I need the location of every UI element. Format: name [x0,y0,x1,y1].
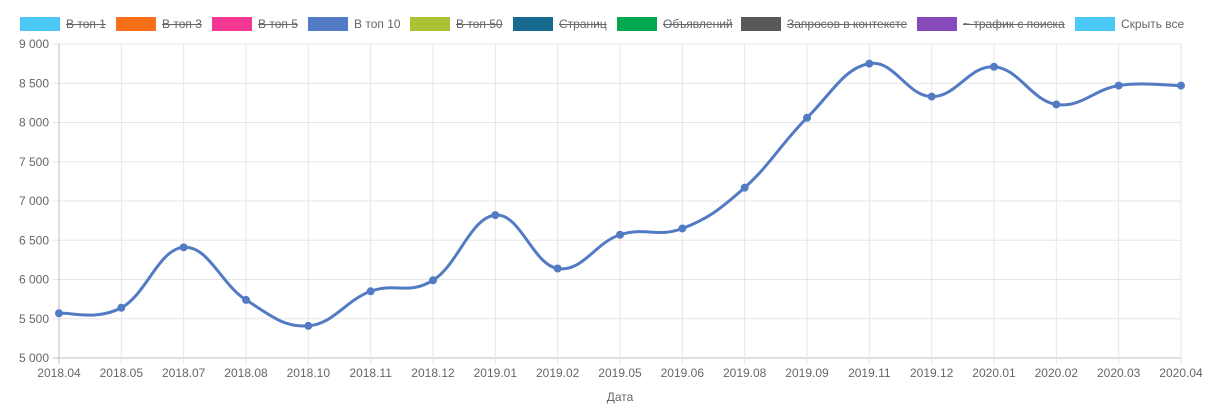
data-point [865,59,874,68]
legend-swatch [116,17,156,31]
legend-label: В топ 50 [456,17,503,31]
legend-swatch [617,17,657,31]
legend-label: В топ 1 [66,17,106,31]
x-tick-label: 2020.03 [1097,366,1141,380]
legend-label: В топ 5 [258,17,298,31]
x-tick-label: 2018.12 [411,366,455,380]
data-point [429,276,437,285]
x-tick-label: 2018.04 [37,366,81,380]
x-tick-label: 2019.11 [848,366,891,380]
data-point [740,183,749,192]
legend-label: В топ 3 [162,17,202,31]
legend-swatch [741,17,781,31]
data-point [304,321,313,330]
legend-swatch [212,17,252,31]
data-point [927,92,936,101]
legend-label: Страниц [559,17,607,31]
data-point [242,295,250,304]
y-tick-label: 6 000 [19,273,49,287]
x-tick-label: 2018.08 [224,366,268,380]
y-tick-label: 7 500 [19,155,49,169]
x-tick-label: 2019.01 [474,366,518,380]
data-point [55,309,63,318]
data-point [366,287,375,296]
y-tick-label: 8 000 [19,116,49,130]
data-point [990,62,998,71]
y-tick-label: 5 500 [19,312,49,326]
x-tick-label: 2019.08 [723,366,767,380]
x-tick-label: 2019.12 [910,366,954,380]
legend-label: Объявлений [663,17,733,31]
x-tick-label: 2019.05 [598,366,642,380]
y-tick-label: 7 000 [19,194,49,208]
y-tick-label: 6 500 [19,233,49,247]
x-tick-label: 2018.07 [162,366,206,380]
legend-swatch [410,17,450,31]
x-tick-label: 2020.04 [1159,366,1203,380]
legend-label: ~ трафик с поиска [963,17,1065,31]
x-tick-label: 2018.11 [349,366,392,380]
x-tick-label: 2020.02 [1035,366,1079,380]
data-point [803,113,811,122]
data-point [179,243,188,252]
data-point [117,303,126,312]
legend-swatch [917,17,957,31]
x-tick-label: 2019.09 [785,366,829,380]
legend-swatch [513,17,553,31]
legend-label: Скрыть все [1121,17,1185,31]
data-point [1177,81,1185,90]
legend-swatch [308,17,348,31]
data-point [491,211,500,220]
y-tick-label: 5 000 [19,351,49,365]
data-point [616,230,624,239]
data-point [553,264,562,273]
legend-label: Запросов в контексте [787,17,908,31]
x-tick-label: 2019.06 [661,366,705,380]
x-axis-title: Дата [607,390,634,404]
chart-legend: В топ 1 В топ 3 В топ 5 В топ 10 В топ 50 Стр… [0,14,1210,38]
x-tick-label: 2018.10 [287,366,331,380]
x-tick-label: 2018.05 [100,366,144,380]
y-tick-label: 8 500 [19,76,49,90]
legend-swatch [1075,17,1115,31]
x-tick-label: 2020.01 [972,366,1016,380]
data-point [678,224,687,233]
data-point [1114,81,1123,90]
data-point [1052,100,1061,109]
legend-label: В топ 10 [354,17,401,31]
x-tick-label: 2019.02 [536,366,580,380]
y-tick-label: 9 000 [19,37,49,51]
legend-swatch [20,17,60,31]
